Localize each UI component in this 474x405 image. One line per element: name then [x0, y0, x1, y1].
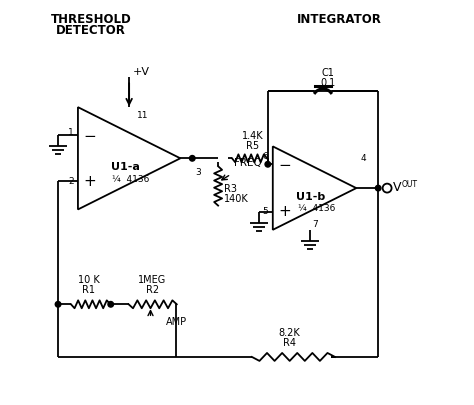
- Circle shape: [265, 162, 271, 167]
- Text: 7: 7: [312, 220, 319, 229]
- Text: +: +: [83, 174, 96, 189]
- Text: 3: 3: [195, 168, 201, 177]
- Text: +: +: [278, 205, 291, 220]
- Text: 8.2K: 8.2K: [279, 328, 301, 338]
- Circle shape: [375, 185, 381, 191]
- Text: 140K: 140K: [224, 194, 249, 204]
- Text: INTEGRATOR: INTEGRATOR: [297, 13, 382, 26]
- Text: R4: R4: [283, 338, 296, 348]
- Text: U1-a: U1-a: [111, 162, 140, 172]
- Text: 1: 1: [68, 128, 74, 137]
- Text: +V: +V: [133, 67, 150, 77]
- Text: 10 K: 10 K: [78, 275, 100, 286]
- Text: V: V: [393, 181, 401, 194]
- Text: R3: R3: [224, 184, 237, 194]
- Text: 11: 11: [137, 111, 148, 119]
- Text: U1-b: U1-b: [296, 192, 325, 202]
- Circle shape: [190, 156, 195, 161]
- Text: OUT: OUT: [402, 180, 418, 189]
- Text: R2: R2: [146, 286, 159, 295]
- Text: 0.1: 0.1: [320, 78, 336, 88]
- Text: AMP: AMP: [165, 317, 187, 327]
- Text: 2: 2: [68, 177, 74, 185]
- Text: 1.4K: 1.4K: [242, 132, 264, 141]
- Circle shape: [383, 183, 392, 192]
- Text: 1MEG: 1MEG: [138, 275, 167, 286]
- Text: R1: R1: [82, 286, 95, 295]
- Text: 5: 5: [262, 207, 268, 216]
- Text: R5: R5: [246, 141, 259, 151]
- Circle shape: [55, 301, 61, 307]
- Text: THRESHOLD: THRESHOLD: [51, 13, 131, 26]
- Text: DETECTOR: DETECTOR: [56, 23, 126, 37]
- Text: 4: 4: [360, 154, 366, 163]
- Text: FREQ: FREQ: [234, 158, 262, 168]
- Text: ¼  4136: ¼ 4136: [298, 205, 335, 213]
- Text: 6: 6: [262, 152, 268, 161]
- Text: −: −: [83, 129, 96, 144]
- Text: −: −: [278, 158, 291, 173]
- Text: C1: C1: [321, 68, 334, 78]
- Circle shape: [108, 301, 114, 307]
- Text: ¼  4136: ¼ 4136: [112, 175, 150, 183]
